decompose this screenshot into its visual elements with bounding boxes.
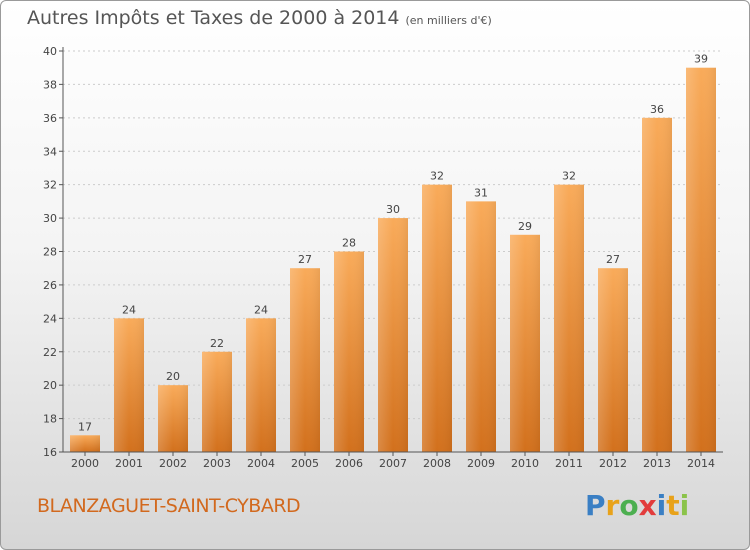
x-tick-label: 2004: [247, 457, 275, 470]
data-label: 39: [694, 53, 708, 66]
chart-title: Autres Impôts et Taxes de 2000 à 2014 (en…: [27, 7, 492, 29]
bar-shine: [466, 201, 496, 452]
bar-shine: [334, 251, 364, 452]
logo-letter: i: [679, 489, 690, 522]
data-label: 27: [298, 253, 312, 266]
chart-title-unit: (en milliers d'€): [405, 14, 492, 27]
x-tick-label: 2005: [291, 457, 319, 470]
bar-shine: [114, 318, 144, 452]
proxiti-logo: Proxiti: [585, 489, 689, 522]
x-tick-label: 2001: [115, 457, 143, 470]
data-label: 32: [562, 170, 576, 183]
data-label: 17: [78, 420, 92, 433]
bar-shine: [642, 117, 672, 452]
bar-shine: [158, 385, 188, 452]
x-tick-label: 2011: [555, 457, 583, 470]
bar-shine: [510, 234, 540, 452]
x-tick-label: 2013: [643, 457, 671, 470]
x-tick-label: 2003: [203, 457, 231, 470]
x-tick-label: 2007: [379, 457, 407, 470]
bar-shine: [70, 435, 100, 452]
y-tick-label: 20: [43, 379, 57, 392]
x-tick-label: 2014: [687, 457, 715, 470]
x-tick-label: 2012: [599, 457, 627, 470]
data-label: 20: [166, 370, 180, 383]
x-tick-label: 2010: [511, 457, 539, 470]
logo-letter: P: [585, 489, 606, 522]
data-label: 27: [606, 253, 620, 266]
x-tick-label: 2009: [467, 457, 495, 470]
logo-letter: t: [666, 489, 680, 522]
logo-letter: r: [605, 489, 620, 522]
data-label: 24: [122, 303, 136, 316]
bar-shine: [686, 67, 716, 452]
data-label: 31: [474, 186, 488, 199]
y-tick-label: 32: [43, 179, 57, 192]
logo-letter: o: [619, 489, 639, 522]
y-tick-label: 36: [43, 112, 57, 125]
bar-shine: [290, 268, 320, 452]
logo-letter: x: [638, 489, 657, 522]
y-tick-label: 38: [43, 78, 57, 91]
y-tick-label: 34: [43, 145, 57, 158]
y-tick-label: 16: [43, 446, 57, 459]
data-label: 30: [386, 203, 400, 216]
commune-name: BLANZAGUET-SAINT-CYBARD: [37, 495, 301, 517]
x-tick-label: 2002: [159, 457, 187, 470]
data-label: 24: [254, 303, 268, 316]
y-tick-label: 22: [43, 346, 57, 359]
data-label: 36: [650, 103, 664, 116]
chart-title-main: Autres Impôts et Taxes de 2000 à 2014: [27, 7, 400, 29]
y-tick-label: 18: [43, 413, 57, 426]
x-tick-label: 2000: [71, 457, 99, 470]
y-tick-label: 28: [43, 246, 57, 259]
x-tick-label: 2008: [423, 457, 451, 470]
y-tick-label: 30: [43, 212, 57, 225]
bar-shine: [598, 268, 628, 452]
bar-shine: [422, 184, 452, 452]
y-tick-label: 24: [43, 312, 57, 325]
x-tick-label: 2006: [335, 457, 363, 470]
y-tick-label: 40: [43, 45, 57, 58]
bar-shine: [246, 318, 276, 452]
bar-shine: [378, 218, 408, 452]
bar-shine: [202, 351, 232, 452]
data-label: 28: [342, 237, 356, 250]
data-label: 29: [518, 220, 532, 233]
y-tick-label: 26: [43, 279, 57, 292]
data-label: 22: [210, 337, 224, 350]
data-label: 32: [430, 170, 444, 183]
logo-letter: i: [656, 489, 667, 522]
bar-shine: [554, 184, 584, 452]
